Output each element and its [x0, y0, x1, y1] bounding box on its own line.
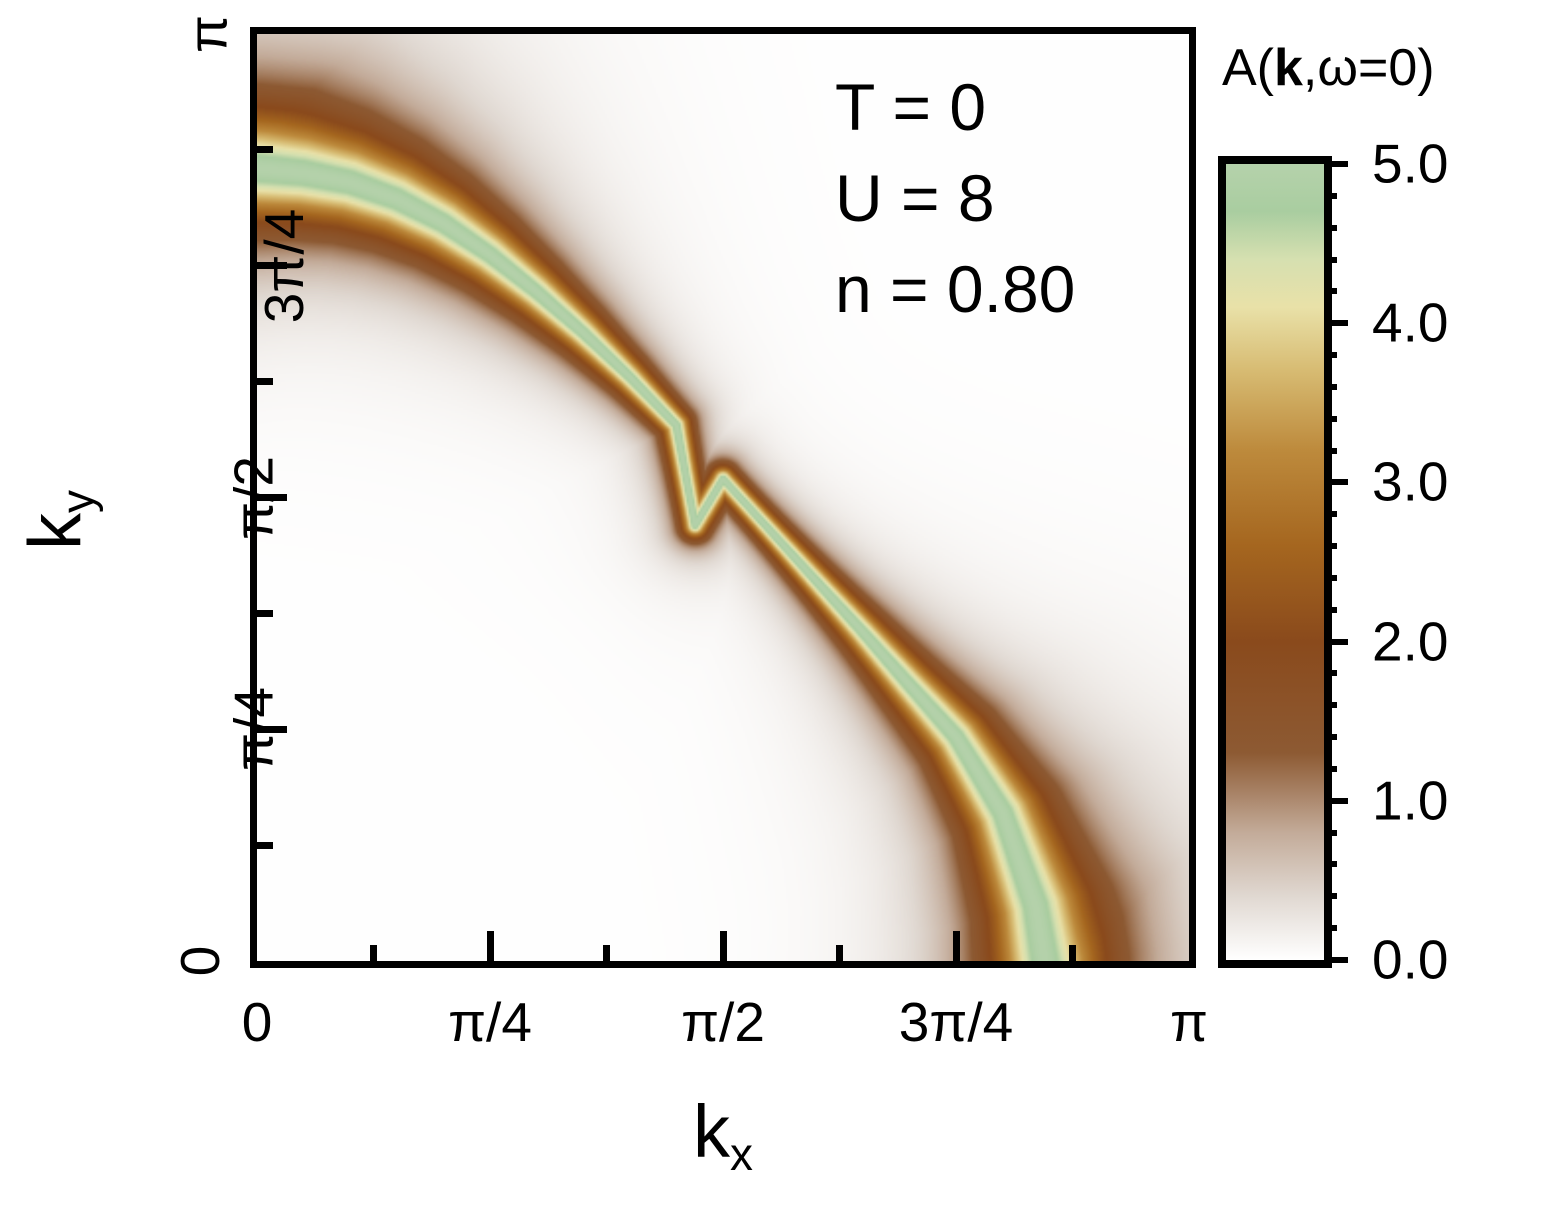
colorbar-minor-tick [1324, 447, 1337, 454]
colorbar-tick-label: 5.0 [1372, 132, 1449, 195]
y-axis-tick-label: 3π/4 [252, 208, 315, 323]
colorbar-minor-tick [1324, 288, 1337, 295]
x-axis-tick-label: 0 [241, 991, 273, 1053]
x-axis-tick-label: π [1170, 991, 1208, 1053]
colorbar-minor-tick [1324, 574, 1337, 581]
y-axis-title-main: k [13, 512, 97, 550]
y-axis-title-subscript: y [51, 490, 104, 513]
colorbar-minor-tick [1324, 702, 1337, 709]
colorbar-minor-tick [1324, 543, 1337, 550]
colorbar-minor-tick [1324, 925, 1337, 932]
x-axis-tick-label: π/2 [681, 991, 765, 1053]
colorbar-minor-tick [1324, 670, 1337, 677]
colorbar-minor-tick [1324, 861, 1337, 868]
x-axis-tick [603, 945, 610, 961]
x-axis-title: kx [693, 1095, 753, 1178]
colorbar-minor-tick [1324, 829, 1337, 836]
colorbar-tick-label: 4.0 [1372, 291, 1449, 354]
x-axis-tick [719, 931, 727, 961]
colorbar-minor-tick [1324, 192, 1337, 199]
colorbar-minor-tick [1324, 383, 1337, 390]
y-axis-tick [257, 146, 273, 154]
y-axis-tick [257, 841, 273, 849]
colorbar-minor-tick [1324, 893, 1337, 900]
colorbar-minor-tick [1324, 256, 1337, 263]
colorbar-tick-label: 3.0 [1372, 450, 1449, 513]
y-axis-tick [257, 262, 287, 270]
x-axis-title-subscript: x [730, 1127, 753, 1180]
colorbar-minor-tick [1324, 734, 1337, 741]
x-axis-title-main: k [693, 1090, 731, 1173]
y-axis-tick-label: 0 [169, 945, 232, 977]
annotation-interaction: U = 8 [835, 161, 995, 236]
parameter-annotations: T = 0 U = 8 n = 0.80 [835, 62, 1075, 335]
x-axis-tick [486, 931, 494, 961]
colorbar-tick [1324, 161, 1348, 167]
x-axis-tick [1069, 945, 1076, 961]
annotation-temperature: T = 0 [835, 70, 987, 144]
x-axis-tick-label: 3π/4 [898, 991, 1014, 1053]
x-axis-tick [370, 945, 377, 961]
colorbar-tick [1324, 320, 1348, 327]
colorbar-tick [1324, 479, 1348, 486]
colorbar-minor-tick [1324, 224, 1337, 231]
colorbar-title-prefix: A( [1222, 39, 1274, 97]
colorbar-tick-label: 0.0 [1372, 928, 1449, 991]
y-axis-tick-label: π/2 [222, 455, 285, 540]
colorbar-minor-tick [1324, 765, 1337, 772]
x-axis-tick [836, 945, 843, 961]
plot-area [250, 27, 1196, 968]
annotation-density: n = 0.80 [835, 252, 1076, 327]
y-axis-tick-label: π [176, 15, 239, 53]
x-axis-tick-label: π/4 [448, 991, 532, 1053]
colorbar-gradient [1226, 164, 1324, 960]
colorbar-minor-tick [1324, 606, 1337, 613]
y-axis-tick [257, 494, 287, 501]
colorbar-tick [1324, 957, 1348, 963]
y-axis-title: ky [14, 490, 104, 550]
y-axis-tick [257, 725, 287, 733]
colorbar-minor-tick [1324, 352, 1337, 359]
colorbar-minor-tick [1324, 511, 1337, 518]
y-axis-tick-label: π/4 [222, 687, 285, 772]
y-axis-tick [257, 609, 273, 617]
colorbar-title-suffix: ,ω=0) [1302, 39, 1435, 97]
colorbar-minor-tick [1324, 415, 1337, 422]
x-axis-tick [952, 931, 960, 961]
colorbar-tick [1324, 797, 1348, 804]
colorbar-title-k-symbol: k [1274, 39, 1303, 97]
colorbar [1218, 156, 1348, 968]
colorbar-tick [1324, 638, 1348, 645]
colorbar-tick-label: 2.0 [1372, 610, 1449, 673]
spectral-function-heatmap [257, 34, 1189, 961]
colorbar-title: A(k,ω=0) [1222, 42, 1435, 94]
y-axis-tick [257, 378, 273, 386]
colorbar-tick-label: 1.0 [1372, 769, 1449, 832]
